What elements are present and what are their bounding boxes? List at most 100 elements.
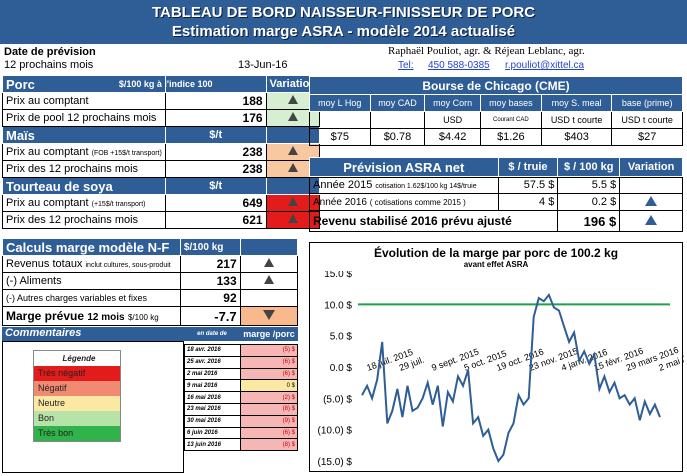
bourse-value: $75	[309, 128, 371, 146]
porc-row-label: Prix au comptant	[2, 92, 166, 110]
bourse-value: $27	[611, 128, 683, 146]
history-value: (8) $	[239, 438, 299, 452]
bourse-header: moy bases	[479, 94, 542, 112]
bourse-header: moy CAD	[369, 94, 426, 112]
legend-item: Très bon	[34, 426, 120, 441]
bourse-header: moy Corn	[424, 94, 481, 112]
porc-row-label: Prix de pool 12 prochains mois	[2, 109, 166, 127]
calculs-row-value: 133	[179, 272, 241, 290]
history-value: (6) $	[239, 426, 299, 440]
history-value: (6) $	[239, 367, 299, 381]
series-line	[361, 292, 661, 463]
tel-value[interactable]: 450 588-0385	[428, 60, 490, 71]
bourse-value: $1.26	[479, 128, 542, 146]
history-value: (9) $	[239, 414, 299, 428]
marge-prevue-label: Marge prévue 12 mois $/100 kg	[2, 306, 181, 326]
y-tick-label: (5.0) $	[323, 394, 352, 405]
trend-up-icon	[265, 143, 321, 161]
date-label: Date de prévision	[4, 46, 96, 58]
chart-panel: Évolution de la marge par porc de 100.2 …	[309, 242, 684, 472]
bourse-value: $403	[540, 128, 613, 146]
porc-row-value: 176	[164, 109, 267, 127]
history-value: (5) $	[239, 344, 299, 357]
history-date: 18 avr. 2016	[184, 344, 241, 357]
date-header: en date de	[184, 327, 240, 341]
bourse-unit: USD t courte	[611, 111, 683, 129]
bourse-header: moy L Hog	[309, 94, 371, 112]
history-date: 9 mai 2016	[184, 379, 241, 393]
legend-item: Bon	[34, 411, 120, 426]
mais-title: Maïs	[2, 126, 166, 144]
bourse-header: base (prime)	[611, 94, 683, 112]
y-tick-label: 5.0 $	[330, 332, 353, 343]
marge-header: marge /porc	[240, 327, 298, 341]
bourse-unit: Courant CAD	[479, 111, 542, 129]
tel-label[interactable]: Tel:	[398, 60, 414, 71]
y-tick-label: 10.0 $	[324, 300, 352, 311]
asra-col3: Variation	[619, 157, 683, 177]
email-link[interactable]: r.pouliot@xittel.ca	[505, 60, 585, 71]
asra-value: 4	[539, 196, 546, 208]
calculs-row-label: (-) Aliments	[2, 272, 181, 290]
history-value: 0 $	[239, 379, 299, 393]
legend-item: Neutre	[34, 396, 120, 411]
authors: Raphaël Pouliot, agr. & Réjean Leblanc, …	[388, 45, 585, 57]
banner-subtitle: Estimation marge ASRA - modèle 2014 actu…	[171, 23, 516, 40]
calculs-row-label: Revenus totaux inclut cultures, sous-pro…	[2, 255, 181, 273]
asra-title: Prévision ASRA net	[309, 157, 499, 177]
calculs-row-value: 92	[179, 289, 241, 307]
revenu-stabilise-label: Revenu stabilisé 2016 prévu ajusté	[308, 210, 559, 232]
trend-up-icon	[239, 272, 299, 290]
chart-subtitle: avant effet ASRA	[463, 260, 529, 269]
commentaires-label: Commentaires	[2, 327, 184, 341]
dashboard-banner: TABLEAU DE BORD NAISSEUR-FINISSEUR DE PO…	[0, 0, 687, 44]
bourse-unit: USD t courte	[540, 111, 613, 129]
porc-title: Porc	[2, 75, 166, 93]
mais-row-label: Prix au comptant (FOB +15$/t transport)	[2, 143, 166, 161]
banner-title: TABLEAU DE BORD NAISSEUR-FINISSEUR DE PO…	[151, 4, 536, 21]
history-value: (8) $	[239, 402, 299, 416]
bourse-unit	[369, 111, 426, 129]
y-tick-label: 15.0 $	[324, 271, 352, 280]
trend-up-icon	[265, 194, 321, 212]
trend-up-icon	[265, 211, 321, 229]
legend: Légende Très négatif Négatif Neutre Bon …	[33, 350, 121, 442]
legend-item: Très négatif	[34, 366, 120, 381]
margin-chart: 15.0 $ 10.0 $ 5.0 $ 0.0 $ (5.0) $ (10.0) $ (15…	[318, 271, 684, 468]
legend-item: Négatif	[34, 381, 120, 396]
bourse-table: Bourse de Chicago (CME) moy L Hog moy CA…	[309, 76, 683, 146]
comments-area[interactable]	[2, 341, 184, 473]
history-value: (2) $	[239, 391, 299, 404]
history-date: 6 juin 2016	[184, 426, 241, 440]
calculs-title: Calculs marge modèle N-F	[2, 238, 181, 256]
history-table: 18 avr. 2016 (5) $ 25 avr. 2016 (6) $ 2 ma…	[184, 344, 299, 452]
bourse-value: $0.78	[369, 128, 426, 146]
variation-header: Variation	[265, 75, 321, 93]
asra-value: 5.5	[591, 179, 607, 191]
marge-prevue-value: -7.7	[179, 306, 241, 326]
calculs-row-value: 217	[179, 255, 241, 273]
history-value: (6) $	[239, 355, 299, 369]
bourse-header: moy S. meal	[540, 94, 613, 112]
calculs-table: Calculs marge modèle N-F $/100 kg Revenu…	[2, 238, 299, 326]
chart-title: Évolution de la marge par porc de 100.2 …	[373, 246, 619, 260]
price-table: Porc $/100 kg à l'indice 100 Variation P…	[2, 75, 321, 229]
tourteau-row-label: Prix des 12 prochains mois	[2, 211, 166, 229]
mais-row-label: Prix des 12 prochains mois	[2, 160, 166, 178]
history-date: 25 avr. 2016	[184, 355, 241, 369]
asra-col1: $ / truie	[497, 157, 559, 177]
period-label: 12 prochains mois	[4, 59, 94, 71]
bourse-unit: USD	[424, 111, 481, 129]
trend-up-icon	[239, 255, 299, 273]
calculs-unit: $/100 kg	[179, 238, 241, 256]
mais-row-value: 238	[164, 160, 267, 178]
history-date: 13 juin 2016	[184, 438, 241, 452]
trend-up-icon	[619, 210, 683, 232]
asra-value: 57.5	[523, 179, 546, 191]
porc-row-value: 188	[164, 92, 267, 110]
tourteau-title: Tourteau de soya	[2, 177, 166, 195]
tourteau-unit: $/t	[164, 177, 267, 195]
calculs-row-label: (-) Autres charges variables et fixes	[2, 289, 181, 307]
y-tick-label: 0.0 $	[330, 363, 353, 374]
mais-unit: $/t	[164, 126, 267, 144]
